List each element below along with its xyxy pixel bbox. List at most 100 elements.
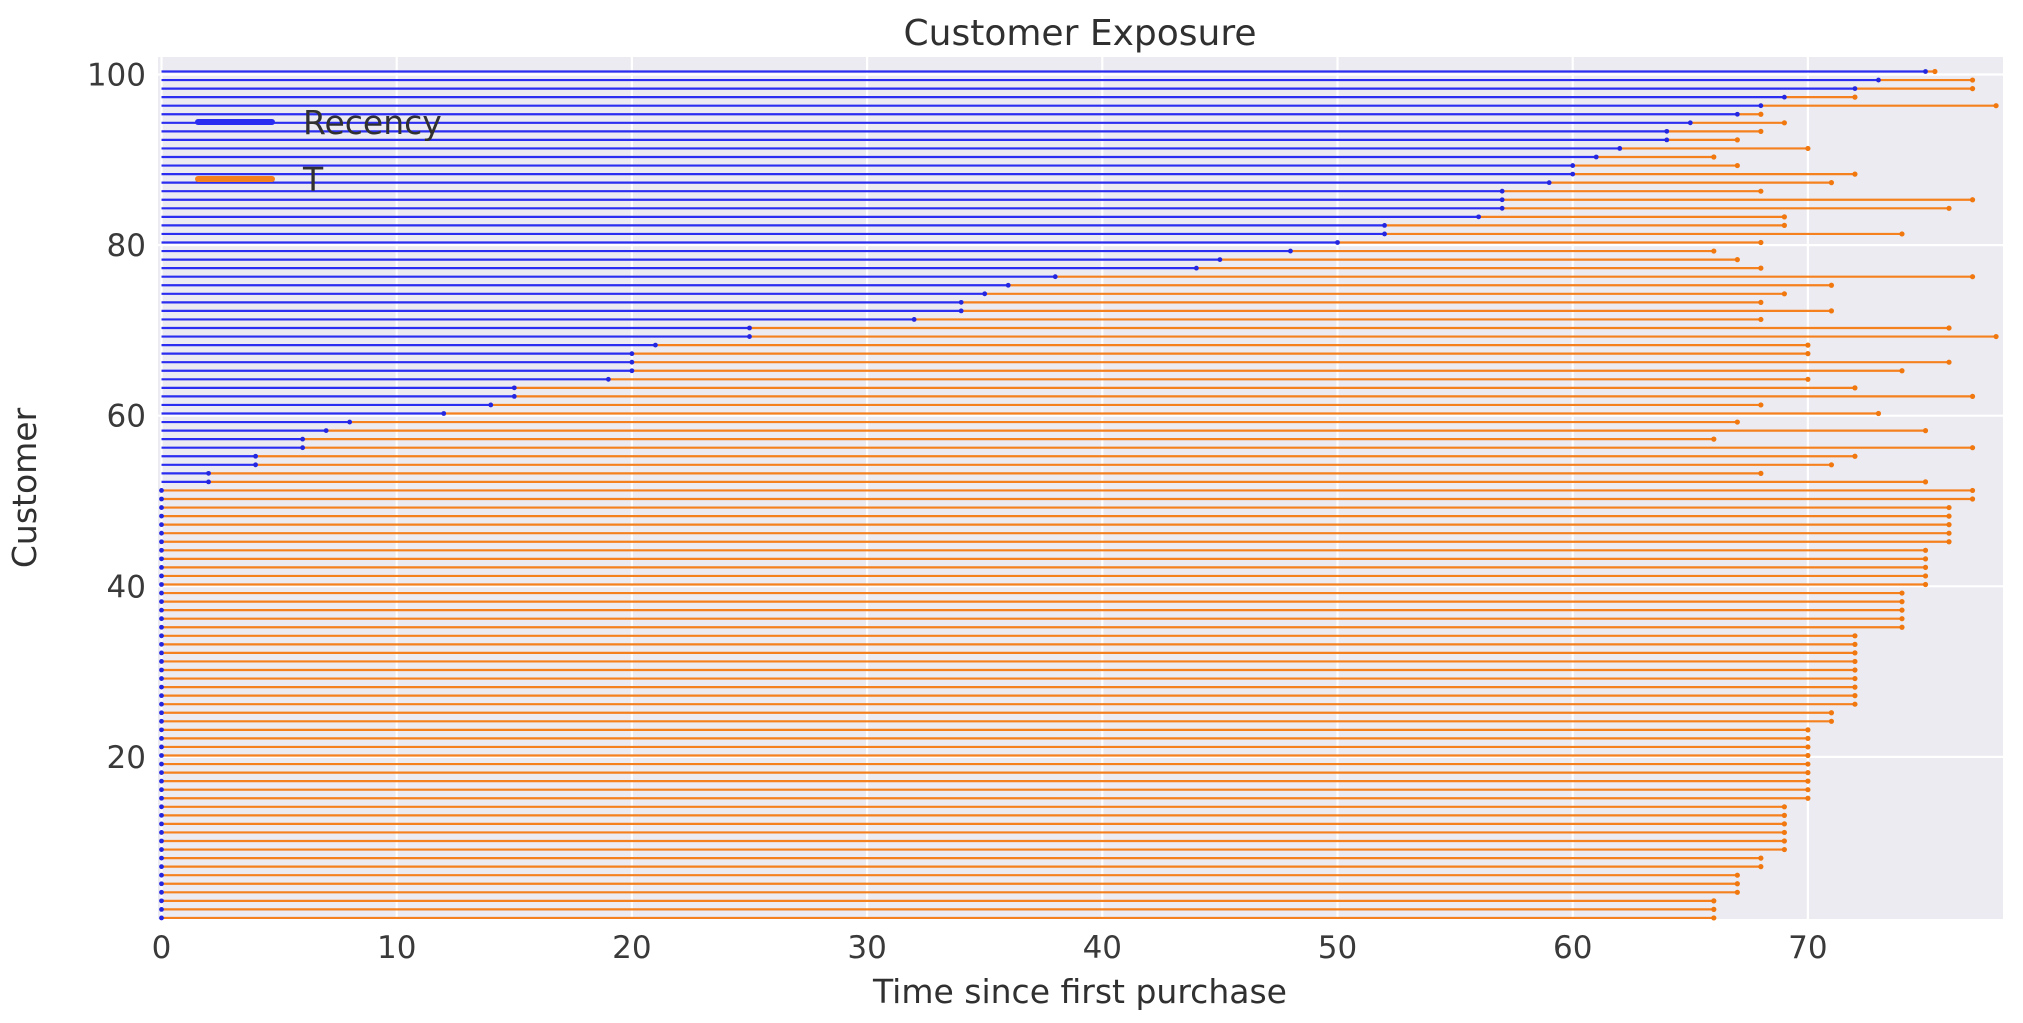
recency-end-dot — [1617, 146, 1623, 151]
recency-end-dot — [605, 376, 611, 382]
recency-end-dot — [159, 770, 164, 775]
legend: Recency T — [195, 103, 442, 199]
recency-end-dot — [159, 488, 164, 493]
t-end-dot — [1852, 658, 1858, 665]
t-end-dot — [1758, 265, 1764, 271]
y-tick-label: 20 — [107, 740, 146, 776]
x-tick-label: 50 — [1318, 930, 1357, 966]
t-end-dot — [1805, 351, 1811, 357]
t-end-dot — [1969, 393, 1976, 399]
t-end-dot — [1758, 864, 1764, 870]
t-end-dot — [1852, 641, 1858, 647]
t-end-dot — [1946, 205, 1952, 211]
recency-end-dot — [1335, 240, 1340, 245]
recency-end-dot — [159, 573, 164, 579]
recency-end-dot — [159, 864, 164, 870]
t-end-dot — [1852, 684, 1858, 690]
recency-end-dot — [159, 616, 164, 622]
recency-end-dot — [1923, 69, 1928, 74]
recency-end-dot — [159, 530, 164, 536]
recency-end-dot — [206, 479, 211, 485]
t-end-dot — [1899, 231, 1905, 237]
recency-end-dot — [1499, 205, 1505, 211]
recency-end-dot — [159, 582, 164, 587]
recency-end-dot — [1781, 94, 1787, 100]
t-end-dot — [1946, 325, 1952, 331]
recency-end-dot — [629, 359, 635, 365]
t-end-dot — [1781, 821, 1787, 827]
recency-end-dot — [159, 753, 164, 758]
x-tick-label: 70 — [1788, 930, 1827, 966]
recency-end-dot — [1052, 274, 1058, 280]
t-end-dot — [1899, 368, 1905, 374]
recency-end-dot — [1476, 214, 1482, 220]
recency-end-dot — [159, 684, 164, 690]
recency-end-dot — [958, 308, 964, 314]
recency-end-dot — [159, 795, 164, 801]
x-tick-label: 0 — [152, 930, 172, 966]
t-end-dot — [1758, 470, 1764, 476]
t-end-dot — [1805, 376, 1811, 382]
legend-recency-label: Recency — [303, 103, 442, 142]
y-axis-label: Customer — [5, 407, 44, 568]
y-tick-label: 100 — [87, 58, 146, 94]
t-end-dot — [1946, 359, 1952, 365]
t-end-dot — [1781, 846, 1787, 853]
recency-end-dot — [159, 855, 164, 861]
x-axis-label: Time since first purchase — [872, 972, 1287, 1011]
recency-end-dot — [629, 351, 635, 357]
recency-end-dot — [1382, 223, 1387, 228]
recency-end-dot — [159, 787, 164, 793]
recency-end-dot — [159, 736, 164, 741]
recency-end-dot — [159, 650, 164, 656]
recency-end-dot — [1005, 282, 1011, 288]
t-end-dot — [1899, 607, 1905, 613]
recency-end-dot — [159, 830, 164, 835]
recency-end-dot — [159, 539, 164, 545]
t-end-dot — [1758, 299, 1764, 305]
recency-end-dot — [1734, 111, 1740, 117]
y-tick-label: 40 — [107, 569, 146, 605]
t-end-dot — [1969, 274, 1976, 280]
t-end-dot — [1946, 522, 1952, 528]
t-end-dot — [1758, 188, 1764, 194]
t-end-dot — [1922, 547, 1929, 553]
t-end-dot — [1969, 496, 1976, 502]
t-end-dot — [1946, 504, 1952, 511]
recency-end-dot — [300, 445, 306, 451]
t-end-dot — [1946, 539, 1952, 545]
t-end-dot — [1969, 77, 1976, 83]
t-end-dot — [1899, 590, 1905, 596]
recency-end-dot — [159, 718, 164, 724]
recency-end-dot — [1664, 137, 1670, 143]
t-end-dot — [1932, 68, 1938, 75]
recency-end-dot — [1852, 86, 1858, 91]
t-end-dot — [1734, 257, 1740, 263]
t-end-dot — [1852, 633, 1858, 639]
recency-end-dot — [300, 436, 306, 442]
recency-end-dot — [159, 624, 164, 630]
recency-end-dot — [206, 470, 211, 476]
recency-end-dot — [253, 462, 258, 468]
recency-end-dot — [159, 556, 164, 562]
t-end-dot — [1758, 128, 1764, 134]
t-end-dot — [1875, 410, 1882, 417]
t-end-dot — [1758, 855, 1764, 861]
t-end-dot — [1758, 316, 1764, 323]
t-end-dot — [1711, 248, 1717, 254]
t-end-dot — [1781, 222, 1787, 228]
t-end-dot — [1734, 889, 1740, 895]
recency-end-dot — [1546, 180, 1552, 186]
t-end-dot — [1711, 436, 1717, 442]
chart-title: Customer Exposure — [904, 13, 1257, 54]
t-end-dot — [1852, 94, 1858, 100]
recency-end-dot — [159, 505, 164, 510]
x-axis-tick-labels: 0 10 20 30 40 50 60 70 — [152, 930, 1828, 966]
recency-end-dot — [1570, 163, 1576, 168]
recency-end-dot — [441, 411, 447, 416]
t-end-dot — [1852, 453, 1858, 459]
t-end-dot — [1852, 385, 1858, 391]
recency-end-dot — [159, 633, 164, 639]
